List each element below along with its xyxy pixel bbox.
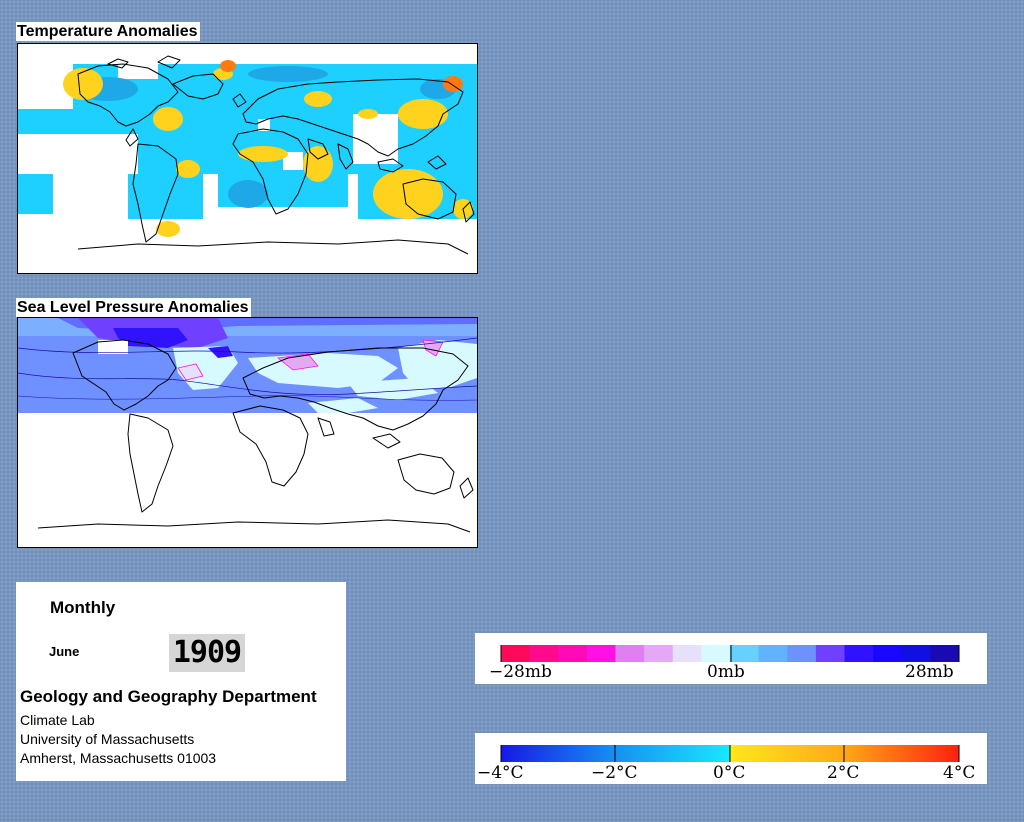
temperature-anomaly-field (18, 44, 477, 273)
pressure-label-min: −28mb (489, 662, 552, 682)
pressure-anomaly-map (17, 317, 478, 548)
temperature-label-minus2: −2°C (591, 763, 638, 783)
pressure-color-bar (501, 645, 960, 662)
pressure-legend: −28mb 0mb 28mb (475, 633, 987, 684)
pressure-swatch (615, 645, 645, 662)
pressure-swatch (758, 645, 788, 662)
department-label: Geology and Geography Department (20, 687, 317, 706)
coastline-outline (37, 339, 474, 533)
temperature-legend: −4°C −2°C 0°C 2°C 4°C (475, 733, 987, 784)
temperature-label-minus4: −4°C (477, 763, 524, 783)
month-label: June (49, 644, 80, 659)
pressure-swatch (644, 645, 674, 662)
university-label: University of Massachusetts (20, 731, 195, 747)
temperature-anomaly-map (17, 43, 478, 274)
pressure-swatch (844, 645, 874, 662)
pressure-panel-title: Sea Level Pressure Anomalies (16, 298, 251, 317)
pressure-swatch (501, 645, 531, 662)
address-label: Amherst, Massachusetts 01003 (20, 750, 217, 766)
temperature-label-4: 4°C (943, 763, 975, 783)
pressure-swatch (901, 645, 931, 662)
temperature-label-2: 2°C (827, 763, 859, 783)
pressure-swatch (672, 645, 702, 662)
pressure-label-mid: 0mb (707, 662, 745, 682)
pressure-swatch (873, 645, 903, 662)
info-box: Monthly June 1909 Geology and Geography … (16, 582, 346, 781)
temperature-panel-title: Temperature Anomalies (16, 22, 200, 41)
pressure-swatch (701, 645, 731, 662)
pressure-swatch (787, 645, 817, 662)
period-label: Monthly (50, 598, 116, 617)
pressure-swatch (558, 645, 588, 662)
pressure-swatch (730, 645, 760, 662)
year-display: 1909 (169, 634, 245, 672)
temperature-label-0: 0°C (713, 763, 745, 783)
pressure-label-max: 28mb (905, 662, 954, 682)
pressure-swatch (586, 645, 617, 662)
lab-label: Climate Lab (20, 712, 95, 728)
pressure-swatch (930, 645, 960, 662)
pressure-swatch (529, 645, 559, 662)
pressure-swatch (815, 645, 846, 662)
pressure-anomaly-field (18, 318, 477, 547)
